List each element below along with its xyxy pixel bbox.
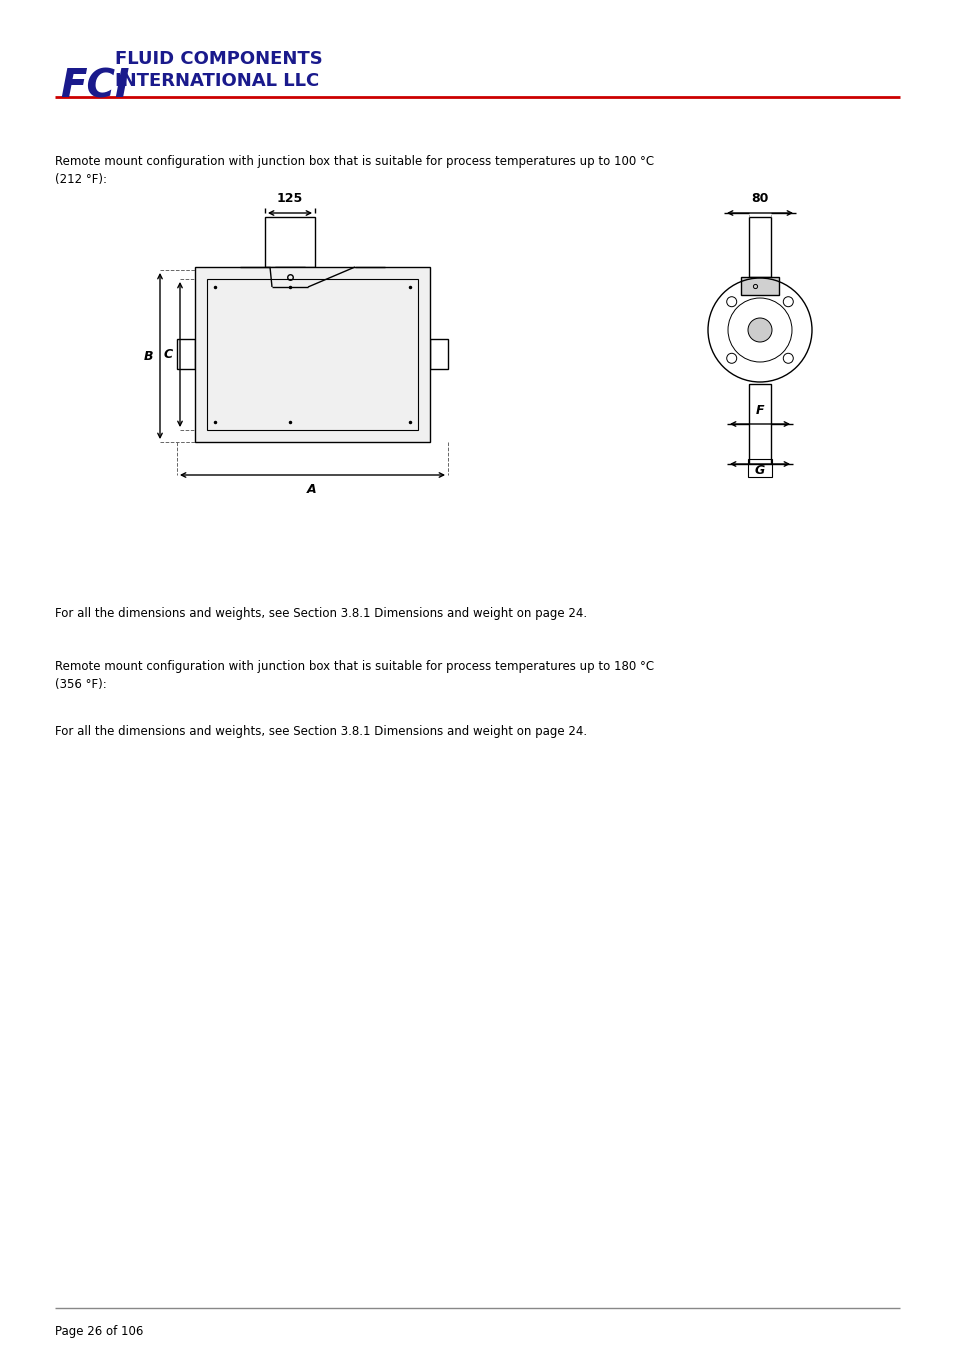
Bar (177, 339, 194, 369)
Text: B: B (143, 350, 152, 362)
Bar (748, 384, 770, 463)
Bar (740, 277, 779, 295)
Text: FCI: FCI (60, 68, 130, 105)
Bar (274, 267, 305, 286)
Bar (265, 218, 314, 267)
Bar (430, 339, 448, 369)
Bar (207, 280, 417, 430)
Text: Remote mount configuration with junction box that is suitable for process temper: Remote mount configuration with junction… (55, 661, 654, 690)
Text: Page 26 of 106: Page 26 of 106 (55, 1325, 143, 1337)
Text: G: G (754, 463, 764, 477)
Text: Remote mount configuration with junction box that is suitable for process temper: Remote mount configuration with junction… (55, 155, 654, 186)
Text: C: C (163, 347, 172, 361)
Text: 125: 125 (276, 192, 303, 205)
Text: F: F (755, 404, 763, 417)
Text: 80: 80 (751, 192, 768, 205)
Bar (748, 218, 770, 277)
Text: A: A (307, 484, 316, 496)
Circle shape (747, 317, 771, 342)
Text: For all the dimensions and weights, see Section 3.8.1 Dimensions and weight on p: For all the dimensions and weights, see … (55, 725, 586, 738)
Bar (194, 267, 430, 442)
Text: FLUID COMPONENTS
INTERNATIONAL LLC: FLUID COMPONENTS INTERNATIONAL LLC (115, 50, 322, 91)
Text: For all the dimensions and weights, see Section 3.8.1 Dimensions and weight on p: For all the dimensions and weights, see … (55, 607, 586, 620)
Bar (747, 459, 771, 477)
